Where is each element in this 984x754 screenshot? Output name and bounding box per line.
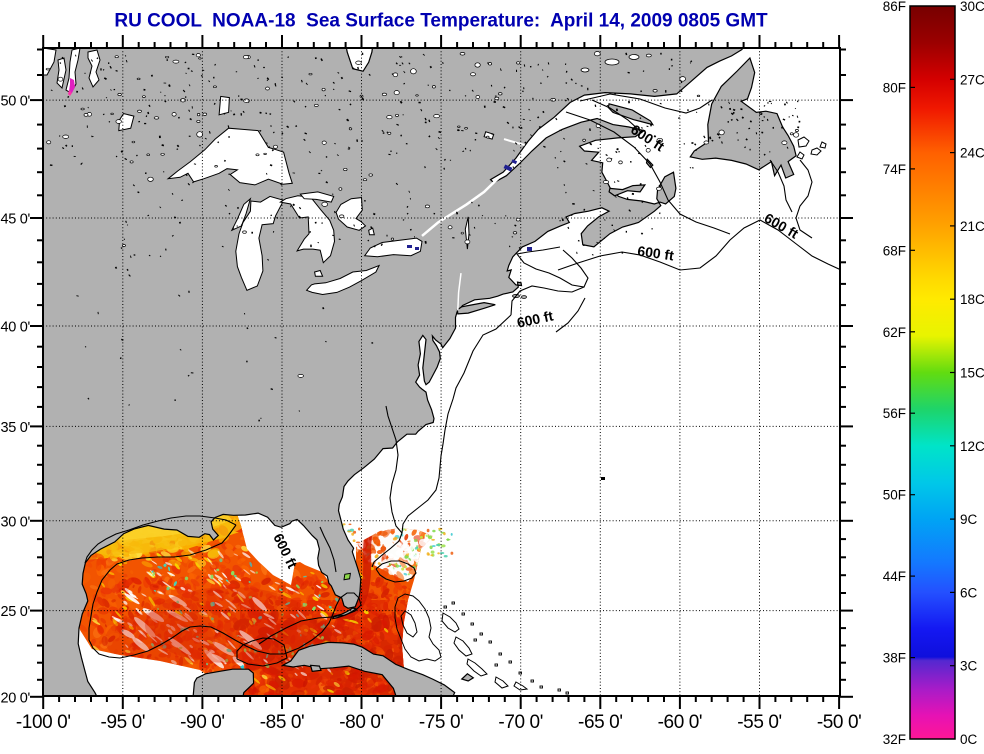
svg-text:40 0': 40 0'	[1, 320, 31, 336]
svg-text:0C: 0C	[960, 732, 978, 747]
svg-text:25 0': 25 0'	[1, 604, 31, 620]
svg-text:50F: 50F	[883, 488, 906, 503]
svg-text:-50 0': -50 0'	[817, 712, 862, 733]
svg-text:-90 0': -90 0'	[180, 712, 225, 733]
svg-text:-60 0': -60 0'	[658, 712, 703, 733]
svg-text:-80 0': -80 0'	[339, 712, 384, 733]
svg-text:-70 0': -70 0'	[498, 712, 543, 733]
svg-text:20 0': 20 0'	[1, 690, 31, 706]
svg-text:3C: 3C	[960, 659, 978, 674]
svg-text:35 0': 35 0'	[1, 420, 31, 436]
svg-text:18C: 18C	[960, 292, 984, 307]
svg-text:86F: 86F	[883, 0, 906, 14]
svg-text:30C: 30C	[960, 0, 984, 14]
svg-text:15C: 15C	[960, 366, 984, 381]
svg-text:68F: 68F	[883, 243, 906, 258]
svg-text:80F: 80F	[883, 80, 906, 95]
svg-text:24C: 24C	[960, 146, 984, 161]
svg-text:45 0': 45 0'	[1, 212, 31, 228]
svg-text:62F: 62F	[883, 325, 906, 340]
svg-text:-85 0': -85 0'	[260, 712, 305, 733]
svg-text:74F: 74F	[883, 162, 906, 177]
svg-text:6C: 6C	[960, 585, 978, 600]
svg-text:12C: 12C	[960, 439, 984, 454]
svg-text:-95 0': -95 0'	[101, 712, 146, 733]
svg-text:-55 0': -55 0'	[737, 712, 782, 733]
svg-text:44F: 44F	[883, 569, 906, 584]
svg-text:21C: 21C	[960, 219, 984, 234]
svg-text:56F: 56F	[883, 406, 906, 421]
svg-text:-65 0': -65 0'	[578, 712, 623, 733]
svg-text:-100 0': -100 0'	[16, 712, 71, 733]
svg-text:27C: 27C	[960, 72, 984, 87]
svg-text:38F: 38F	[883, 651, 906, 666]
svg-text:50 0': 50 0'	[1, 94, 31, 110]
svg-text:9C: 9C	[960, 512, 978, 527]
svg-text:30 0': 30 0'	[1, 514, 31, 530]
svg-text:RU COOL NOAA-18 Sea Surface: RU COOL NOAA-18 Sea Surface Temperature:…	[114, 11, 768, 32]
svg-text:32F: 32F	[883, 732, 906, 747]
svg-text:-75 0': -75 0'	[419, 712, 464, 733]
